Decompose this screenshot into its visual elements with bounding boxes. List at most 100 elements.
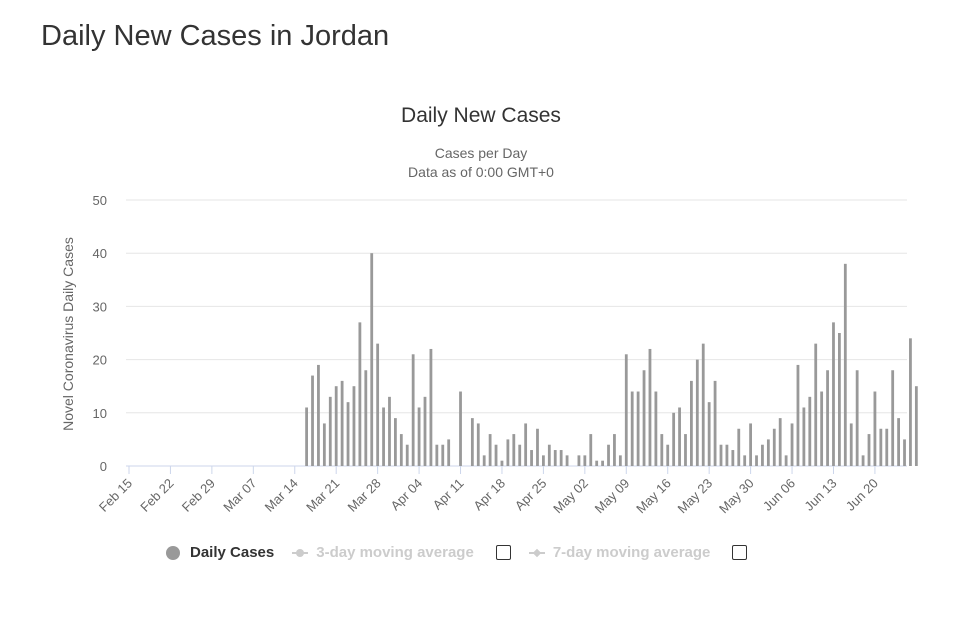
bar-daily-cases[interactable]	[488, 434, 492, 466]
legend-item-3day-average[interactable]: 3-day moving average	[292, 544, 511, 561]
bar-daily-cases[interactable]	[494, 444, 498, 466]
bar-daily-cases[interactable]	[719, 444, 723, 466]
bar-daily-cases[interactable]	[843, 263, 847, 466]
bar-daily-cases[interactable]	[636, 391, 640, 466]
bar-daily-cases[interactable]	[328, 396, 332, 466]
bar-daily-cases[interactable]	[909, 338, 912, 466]
bar-daily-cases[interactable]	[311, 375, 314, 466]
bar-daily-cases[interactable]	[577, 455, 581, 466]
bar-daily-cases[interactable]	[470, 418, 474, 466]
bar-daily-cases[interactable]	[595, 460, 599, 466]
bar-daily-cases[interactable]	[459, 391, 462, 466]
bar-daily-cases[interactable]	[849, 423, 853, 466]
bar-daily-cases[interactable]	[802, 407, 806, 466]
bar-daily-cases[interactable]	[897, 418, 900, 466]
bar-daily-cases[interactable]	[855, 370, 859, 466]
bar-daily-cases[interactable]	[814, 343, 818, 466]
bar-daily-cases[interactable]	[743, 455, 747, 466]
bar-daily-cases[interactable]	[826, 370, 829, 466]
bar-daily-cases[interactable]	[340, 380, 344, 466]
bar-daily-cases[interactable]	[382, 407, 385, 466]
bar-daily-cases[interactable]	[441, 444, 445, 466]
bar-daily-cases[interactable]	[429, 348, 433, 466]
bar-daily-cases[interactable]	[796, 364, 800, 466]
bar-daily-cases[interactable]	[713, 380, 717, 466]
bar-daily-cases[interactable]	[790, 423, 794, 466]
bar-daily-cases[interactable]	[766, 439, 770, 466]
bar-daily-cases[interactable]	[660, 434, 664, 466]
bar-daily-cases[interactable]	[512, 434, 516, 466]
bar-daily-cases[interactable]	[559, 450, 563, 466]
bar-daily-cases[interactable]	[690, 380, 693, 466]
bar-daily-cases[interactable]	[370, 253, 374, 466]
bar-daily-cases[interactable]	[583, 455, 587, 466]
legend-3day-checkbox[interactable]	[495, 545, 511, 560]
bar-daily-cases[interactable]	[305, 407, 308, 466]
bar-daily-cases[interactable]	[417, 407, 421, 466]
bar-daily-cases[interactable]	[346, 402, 350, 466]
bar-daily-cases[interactable]	[873, 391, 877, 466]
bar-daily-cases[interactable]	[447, 439, 451, 466]
bar-daily-cases[interactable]	[435, 444, 439, 466]
bar-daily-cases[interactable]	[317, 364, 320, 466]
bar-daily-cases[interactable]	[618, 455, 622, 466]
bar-daily-cases[interactable]	[518, 444, 522, 466]
bar-daily-cases[interactable]	[482, 455, 486, 466]
bar-daily-cases[interactable]	[731, 450, 735, 466]
bar-daily-cases[interactable]	[553, 450, 557, 466]
bar-daily-cases[interactable]	[648, 348, 652, 466]
bar-daily-cases[interactable]	[565, 455, 569, 466]
bar-daily-cases[interactable]	[820, 391, 824, 466]
bar-daily-cases[interactable]	[838, 333, 841, 466]
bar-daily-cases[interactable]	[358, 322, 362, 466]
bar-daily-cases[interactable]	[914, 386, 918, 466]
bar-daily-cases[interactable]	[624, 354, 628, 466]
bar-daily-cases[interactable]	[761, 444, 764, 466]
legend-item-daily-cases[interactable]: Daily Cases	[166, 544, 274, 561]
bar-daily-cases[interactable]	[725, 444, 729, 466]
bar-daily-cases[interactable]	[388, 396, 391, 466]
bar-daily-cases[interactable]	[666, 444, 670, 466]
bar-daily-cases[interactable]	[613, 434, 616, 466]
bar-daily-cases[interactable]	[476, 423, 480, 466]
bar-daily-cases[interactable]	[500, 460, 504, 466]
bar-daily-cases[interactable]	[399, 434, 403, 466]
bar-daily-cases[interactable]	[832, 322, 835, 466]
bar-daily-cases[interactable]	[778, 418, 782, 466]
bar-daily-cases[interactable]	[808, 396, 812, 466]
bar-daily-cases[interactable]	[394, 418, 397, 466]
bar-daily-cases[interactable]	[423, 396, 427, 466]
bar-daily-cases[interactable]	[364, 370, 368, 466]
bar-daily-cases[interactable]	[547, 444, 551, 466]
bar-daily-cases[interactable]	[376, 343, 380, 466]
bar-daily-cases[interactable]	[684, 434, 687, 466]
bar-daily-cases[interactable]	[411, 354, 415, 466]
bar-daily-cases[interactable]	[885, 428, 889, 466]
bar-daily-cases[interactable]	[749, 423, 752, 466]
bar-daily-cases[interactable]	[772, 428, 776, 466]
bar-daily-cases[interactable]	[630, 391, 634, 466]
bar-daily-cases[interactable]	[891, 370, 895, 466]
bar-daily-cases[interactable]	[737, 428, 741, 466]
bar-daily-cases[interactable]	[322, 423, 326, 466]
bar-daily-cases[interactable]	[542, 455, 545, 466]
bar-daily-cases[interactable]	[334, 386, 338, 466]
bar-daily-cases[interactable]	[506, 439, 510, 466]
legend-7day-checkbox[interactable]	[732, 545, 748, 560]
bar-daily-cases[interactable]	[784, 455, 788, 466]
bar-daily-cases[interactable]	[672, 412, 676, 466]
bar-daily-cases[interactable]	[654, 391, 658, 466]
bar-daily-cases[interactable]	[601, 460, 604, 466]
bar-daily-cases[interactable]	[536, 428, 539, 466]
bar-daily-cases[interactable]	[903, 439, 906, 466]
bar-daily-cases[interactable]	[861, 455, 865, 466]
bar-daily-cases[interactable]	[524, 423, 528, 466]
bar-daily-cases[interactable]	[701, 343, 705, 466]
bar-daily-cases[interactable]	[707, 402, 711, 466]
bar-daily-cases[interactable]	[695, 359, 699, 466]
bar-daily-cases[interactable]	[530, 450, 533, 466]
bar-daily-cases[interactable]	[589, 434, 593, 466]
bar-daily-cases[interactable]	[607, 444, 610, 466]
bar-daily-cases[interactable]	[867, 434, 871, 466]
bar-daily-cases[interactable]	[678, 407, 681, 466]
